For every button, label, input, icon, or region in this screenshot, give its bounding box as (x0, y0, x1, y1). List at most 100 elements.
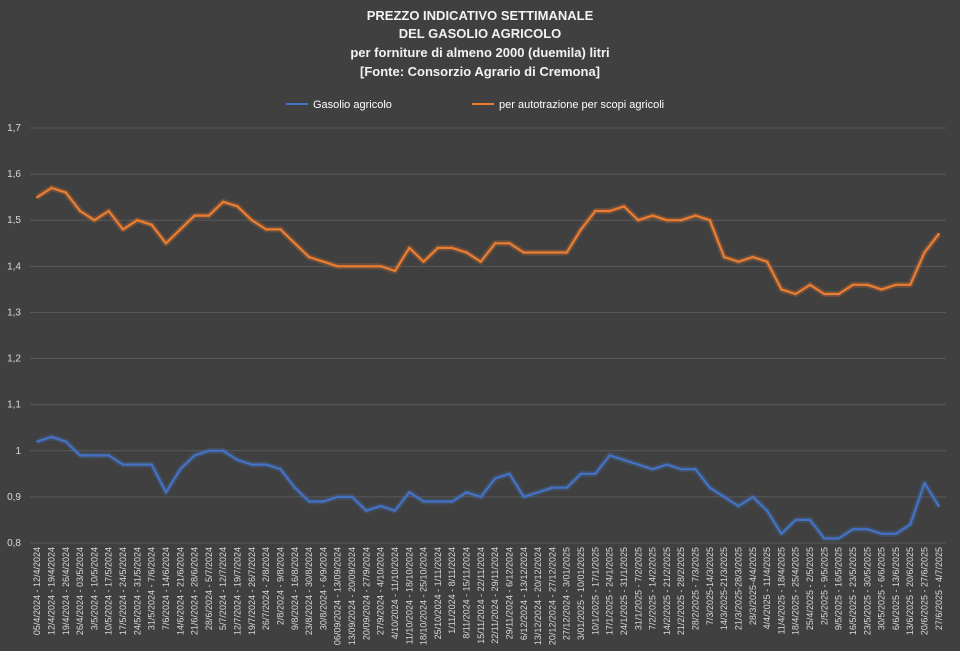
data-point (222, 449, 225, 452)
data-point (64, 440, 68, 443)
x-tick-label: 6/6/2025 - 13/6/2025 (891, 547, 901, 630)
data-point (78, 209, 82, 213)
title-line-2: DEL GASOLIO AGRICOLO (399, 26, 562, 41)
data-point (164, 242, 168, 245)
data-point (522, 251, 525, 254)
data-point (837, 537, 840, 540)
x-tick-label: 20/6/2025 - 27/6/2025 (920, 547, 930, 635)
x-tick-label: 30/8/2024 - 6/9/2024 (318, 547, 328, 630)
x-tick-label: 11/4/2025 - 18/4/2025 (776, 547, 786, 634)
x-tick-label: 14/2/2025 - 21/2/2025 (662, 547, 672, 635)
y-tick-label: 1,5 (7, 215, 21, 226)
y-tick-label: 0,8 (7, 538, 21, 549)
y-tick-label: 0,9 (7, 492, 21, 503)
data-point (937, 504, 940, 508)
x-tick-label: 9/8/2024 - 16/8/2024 (290, 547, 300, 630)
data-point (551, 486, 554, 489)
data-point (179, 228, 182, 231)
data-point (894, 283, 898, 286)
data-point (379, 504, 382, 508)
data-point (494, 242, 497, 245)
x-tick-label: 7/3/2025-14/3/2025 (705, 547, 715, 625)
data-point (408, 491, 411, 494)
title-line-1: PREZZO INDICATIVO SETTIMANALE (367, 8, 594, 23)
y-axis-ticks: 0,8 0,9 1 1,1 1,2 1,3 1,4 1,5 1,6 1,7 (7, 123, 21, 549)
data-point (909, 523, 912, 526)
data-point (465, 491, 468, 494)
data-point (207, 449, 211, 452)
data-point (851, 528, 855, 531)
data-point (565, 251, 568, 254)
data-point (579, 472, 583, 475)
data-point (350, 495, 354, 499)
data-point (107, 209, 110, 213)
data-point (322, 500, 325, 503)
data-point (737, 260, 740, 263)
data-point (823, 292, 826, 296)
series-lines (35, 184, 942, 542)
x-tick-label: 30/5/2025 - 6/6/2025 (877, 547, 887, 630)
data-point (393, 269, 397, 273)
data-point (751, 255, 754, 259)
x-tick-label: 13/09/2024 - 20/09/2024 (347, 547, 357, 645)
x-tick-label: 10/1/2025 - 17/1/2025 (590, 547, 600, 635)
data-point (794, 292, 797, 296)
y-tick-label: 1 (15, 446, 21, 457)
data-point (436, 246, 440, 250)
data-point (379, 265, 382, 268)
data-point (565, 486, 568, 489)
data-point (350, 265, 354, 268)
x-tick-label: 2/8/2024 - 9/8/2024 (275, 547, 285, 625)
data-point (93, 219, 96, 222)
x-tick-label: 17/5/2024 - 24/5/2024 (118, 547, 128, 635)
data-point (236, 458, 239, 462)
data-point (708, 219, 711, 222)
x-tick-label: 13/12/2024 - 20/12/2024 (533, 547, 543, 645)
x-tick-label: 21/2/2025 - 28/2/2025 (676, 547, 686, 635)
data-point (250, 463, 253, 466)
x-tick-label: 20/12/2024 - 27/12/2024 (547, 547, 557, 645)
data-point (207, 214, 211, 217)
data-point (436, 500, 440, 503)
title-line-4: [Fonte: Consorzio Agrario di Cremona] (360, 64, 600, 79)
data-point (594, 209, 597, 213)
data-point (50, 435, 53, 439)
x-tick-label: 22/11/2024 - 29/11/2024 (490, 547, 500, 644)
x-tick-label: 3/5/2024 - 10/5/2024 (89, 547, 99, 630)
data-point (479, 260, 482, 263)
data-point (680, 219, 683, 222)
x-tick-label: 27/6/2025 - 4/7/2025 (934, 547, 944, 630)
x-tick-label: 3/01/2025 - 10/01/2025 (576, 547, 586, 640)
y-tick-label: 1,7 (7, 123, 21, 134)
data-point (694, 214, 697, 217)
data-point (622, 205, 626, 208)
x-tick-label: 4/4/2025 - 11/4/2025 (762, 547, 772, 629)
data-point (866, 283, 869, 286)
data-point (665, 219, 669, 222)
y-tick-label: 1,3 (7, 307, 21, 318)
x-tick-label: 21/3/2025-28/3/2025 (733, 547, 743, 630)
data-point (694, 468, 697, 471)
data-point (121, 463, 125, 466)
x-tick-label: 23/8/2024 - 30/8/2024 (304, 547, 314, 635)
x-tick-label: 28/6/2024 - 5/7/2024 (204, 547, 214, 630)
series-line-1 (36, 186, 940, 296)
data-point (93, 454, 96, 457)
x-tick-label: 20/09/2024 - 27/9/2024 (361, 547, 371, 640)
data-point (637, 219, 640, 222)
x-tick-label: 7/2/2025 - 14/2/2025 (648, 547, 658, 630)
x-tick-label: 19/4/2024 - 26/4/2024 (61, 547, 71, 635)
data-point (36, 196, 39, 199)
x-tick-label: 26/4/2024 - 03/5/2024 (75, 547, 85, 635)
data-point (78, 454, 82, 457)
data-point (708, 486, 711, 489)
y-tick-label: 1,4 (7, 261, 21, 272)
data-point (808, 283, 812, 286)
legend-label-autotrazione: per autotrazione per scopi agricoli (499, 99, 664, 111)
legend-label-gasolio: Gasolio agricolo (313, 99, 392, 111)
data-point (508, 242, 511, 245)
data-point (637, 463, 640, 466)
x-tick-label: 13/6/2025 - 20/6/2025 (905, 547, 915, 635)
data-point (465, 251, 468, 254)
data-point (164, 491, 168, 494)
